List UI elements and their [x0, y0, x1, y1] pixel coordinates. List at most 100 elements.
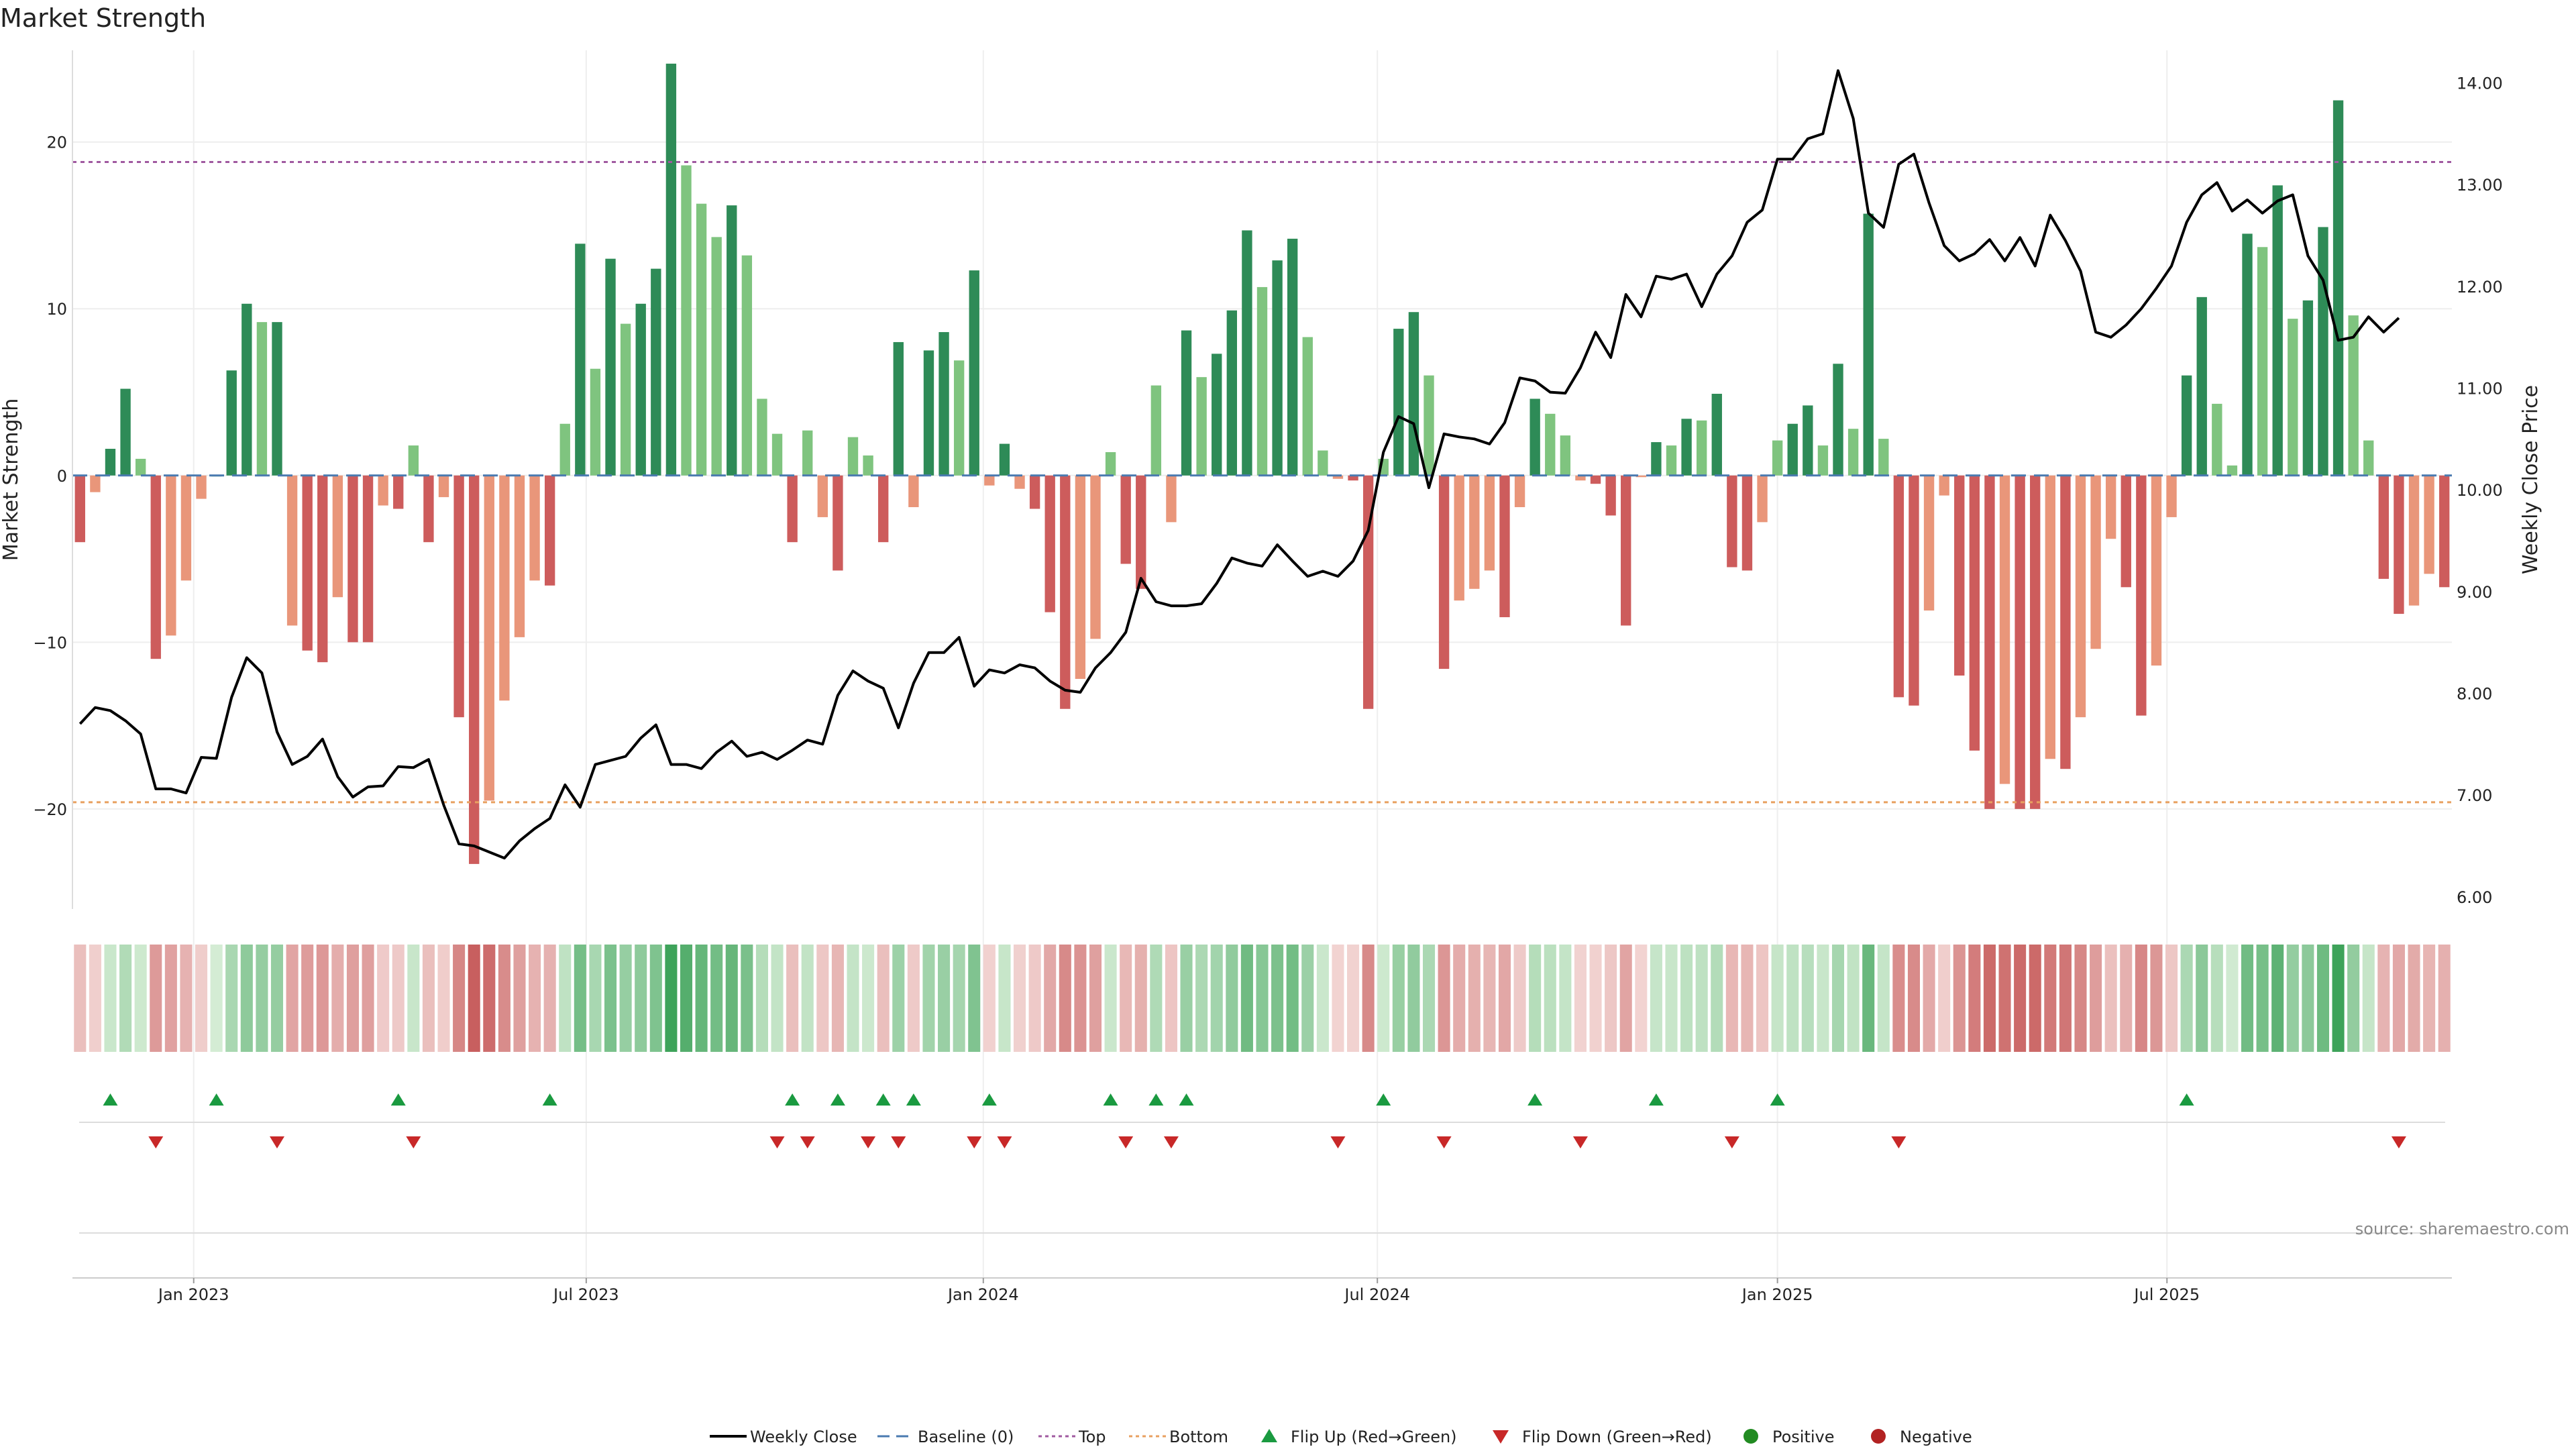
strength-bar: [999, 443, 1010, 476]
strength-bar: [1878, 439, 1889, 476]
heat-cell: [2408, 945, 2420, 1052]
flip-down-marker: [2391, 1136, 2406, 1148]
heat-cell: [210, 945, 223, 1052]
heat-cell: [1998, 945, 2011, 1052]
heat-cell: [2120, 945, 2133, 1052]
strength-bar: [1666, 445, 1677, 476]
strength-bar: [1484, 475, 1495, 571]
heat-cell: [164, 945, 177, 1052]
heat-cell: [2362, 945, 2375, 1052]
heat-cell: [225, 945, 238, 1052]
strength-bar: [135, 458, 146, 476]
heat-cell: [513, 945, 526, 1052]
heat-cell: [1210, 945, 1223, 1052]
x-tick-label: Jul 2025: [2133, 1285, 2200, 1304]
heat-cell: [1332, 945, 1344, 1052]
heat-cell: [1059, 945, 1071, 1052]
flip-up-marker: [1103, 1093, 1118, 1106]
heat-cell: [529, 945, 541, 1052]
strength-bar: [1044, 475, 1055, 612]
x-tick-label: Jan 2024: [947, 1285, 1019, 1304]
heat-cell: [2029, 945, 2041, 1052]
heat-cell: [938, 945, 951, 1052]
strength-bar: [2030, 475, 2041, 809]
heat-cell: [847, 945, 859, 1052]
strength-bar: [1393, 329, 1404, 476]
heat-cell: [1377, 945, 1390, 1052]
strength-bar: [757, 398, 767, 476]
strength-bar: [2212, 403, 2222, 476]
heat-cell: [1650, 945, 1662, 1052]
heat-cell: [1104, 945, 1117, 1052]
flip-up-marker: [906, 1093, 921, 1106]
heat-cell: [2180, 945, 2193, 1052]
flip-up-marker: [1770, 1093, 1785, 1106]
y2-tick-label: 9.00: [2457, 583, 2492, 602]
heat-cell: [862, 945, 875, 1052]
strength-bar: [1060, 475, 1071, 709]
heat-cell: [2104, 945, 2117, 1052]
strength-bar: [105, 449, 116, 476]
heat-cell: [2090, 945, 2102, 1052]
heat-cell: [543, 945, 556, 1052]
strength-bar: [1408, 312, 1419, 476]
strength-bar: [787, 475, 798, 543]
strength-bar: [1847, 429, 1859, 476]
flip-down-marker: [1118, 1136, 1134, 1148]
heat-cell: [2347, 945, 2360, 1052]
heat-cell: [1877, 945, 1890, 1052]
strength-bar: [150, 475, 161, 659]
heat-cell: [453, 945, 466, 1052]
strength-bar: [74, 475, 85, 543]
heat-cell: [1134, 945, 1147, 1052]
flip-down-marker: [891, 1136, 906, 1148]
heat-cell: [2044, 945, 2057, 1052]
heat-cell: [1165, 945, 1177, 1052]
heat-cell: [1120, 945, 1132, 1052]
legend-swatch-dot: [1871, 1429, 1886, 1444]
strength-bar: [1014, 475, 1025, 489]
strength-bar: [817, 475, 828, 517]
heat-cell: [1180, 945, 1193, 1052]
heat-cell: [635, 945, 647, 1052]
strength-bar: [1150, 385, 1162, 476]
strength-bar: [453, 475, 464, 718]
legend-item: Flip Up (Red→Green): [1261, 1428, 1457, 1446]
heat-cell: [2059, 945, 2072, 1052]
strength-bar: [1575, 475, 1586, 481]
heat-cell: [1150, 945, 1163, 1052]
y-tick-label: −10: [33, 633, 67, 652]
flip-down-marker: [800, 1136, 815, 1148]
heat-cell: [2226, 945, 2239, 1052]
heat-cell: [2316, 945, 2330, 1052]
strength-bar: [2090, 475, 2101, 649]
strength-bar: [635, 303, 646, 476]
legend-item: Weekly Close: [710, 1428, 857, 1446]
heat-cell: [2271, 945, 2284, 1052]
strength-bar: [1166, 475, 1177, 523]
strength-bar: [605, 258, 616, 476]
heat-cell: [1695, 945, 1708, 1052]
heat-cell: [2423, 945, 2436, 1052]
heat-cell: [680, 945, 693, 1052]
strength-bar: [1635, 475, 1646, 478]
strength-bar: [1136, 475, 1146, 589]
heat-cell: [1786, 945, 1799, 1052]
strength-bar: [272, 322, 282, 476]
flip-up-marker: [830, 1093, 845, 1106]
strength-bar: [1621, 475, 1631, 626]
heat-cell: [816, 945, 829, 1052]
strength-bar: [362, 475, 374, 643]
grid-lines: [72, 50, 2452, 1278]
legend-item: Bottom: [1129, 1428, 1228, 1446]
chart-title: Market Strength: [0, 3, 206, 33]
strength-bar: [1757, 475, 1768, 523]
strength-bar: [1696, 420, 1707, 476]
strength-bar: [696, 203, 707, 476]
flip-down-marker: [1163, 1136, 1179, 1148]
strength-bar: [120, 388, 131, 476]
heat-cell: [2135, 945, 2147, 1052]
heat-cell: [1271, 945, 1284, 1052]
heat-cell: [2150, 945, 2163, 1052]
heat-cell: [1407, 945, 1420, 1052]
